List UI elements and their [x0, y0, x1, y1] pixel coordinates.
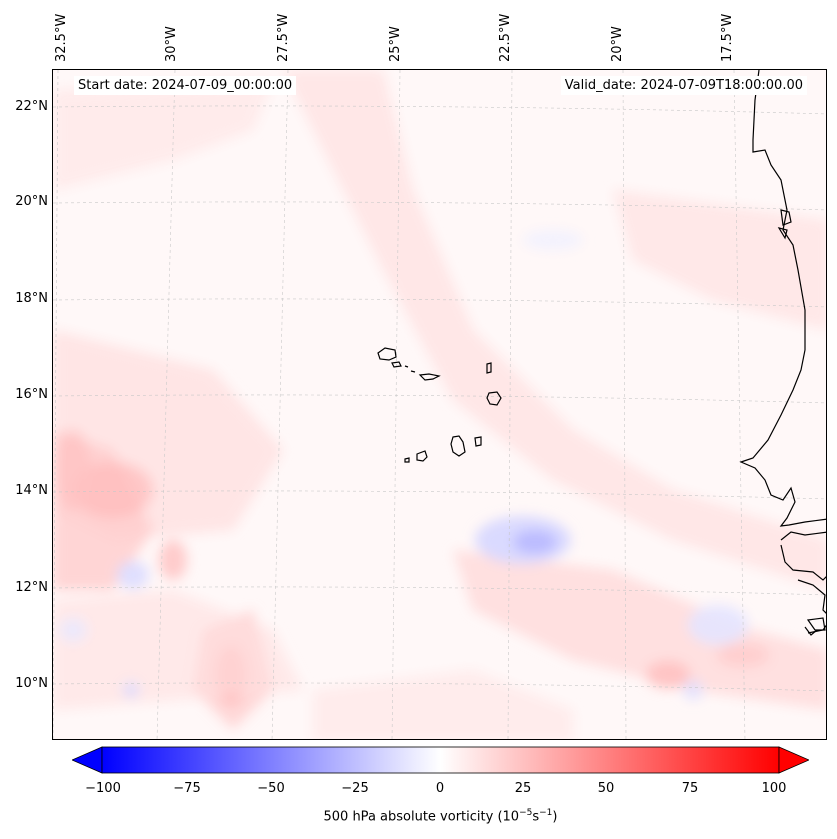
cbar-tick-neg75: −75 — [173, 781, 201, 796]
colorbar-gradient — [101, 746, 780, 774]
cbar-tick-0: 0 — [435, 781, 445, 796]
lon-label-22.5w: 22.5°W — [498, 13, 513, 62]
lat-label-10n: 10°N — [15, 676, 48, 691]
lon-label-30w: 30°W — [164, 26, 179, 62]
colorbar-min-extend — [72, 746, 103, 774]
colorbar-title-unit: s — [532, 809, 540, 825]
vorticity-field — [53, 70, 826, 739]
colorbar-title: 500 hPa absolute vorticity (10−5s−1) — [0, 808, 837, 824]
lat-label-18n: 18°N — [15, 291, 48, 306]
map-panel — [52, 69, 827, 740]
cbar-tick-75: 75 — [681, 781, 699, 796]
valid-date-label: Valid_date: 2024-07-09T18:00:00.00 — [560, 76, 807, 95]
island-sao-vicente — [391, 361, 402, 368]
lat-label-20n: 20°N — [15, 194, 48, 209]
colorbar — [72, 746, 809, 774]
gridlines — [53, 70, 826, 739]
island-sao-nicolau — [418, 373, 441, 381]
colorbar-title-end: ) — [552, 809, 558, 825]
cbar-tick-neg100: −100 — [85, 781, 121, 796]
cape-verde-islands — [377, 347, 502, 463]
lon-label-25w: 25°W — [388, 26, 403, 62]
island-brava — [404, 457, 410, 463]
start-date-label: Start date: 2024-07-09_00:00:00 — [74, 76, 297, 95]
cbar-tick-neg50: −50 — [257, 781, 285, 796]
cbar-tick-100: 100 — [761, 781, 787, 796]
lat-label-12n: 12°N — [15, 580, 48, 595]
colorbar-max-extend — [778, 746, 809, 774]
colorbar-title-exp2: −1 — [539, 808, 553, 818]
island-small — [410, 370, 416, 373]
lat-label-16n: 16°N — [15, 387, 48, 402]
vorticity-map — [53, 70, 826, 739]
coastline — [739, 70, 826, 636]
lon-label-27.5w: 27.5°W — [276, 13, 291, 62]
lon-label-17.5w: 17.5°W — [720, 13, 735, 62]
cbar-tick-neg25: −25 — [341, 781, 369, 796]
lat-label-22n: 22°N — [15, 99, 48, 114]
lat-label-14n: 14°N — [15, 483, 48, 498]
island-boa-vista — [486, 391, 502, 406]
island-santiago — [450, 435, 466, 457]
cbar-tick-25: 25 — [514, 781, 532, 796]
island-santa-luzia — [404, 365, 409, 368]
lon-label-20w: 20°W — [610, 26, 625, 62]
colorbar-title-exp1: −5 — [519, 808, 533, 818]
cbar-tick-50: 50 — [597, 781, 615, 796]
lon-label-32.5w: 32.5°W — [54, 13, 69, 62]
island-maio — [474, 436, 482, 447]
island-sal — [486, 362, 492, 374]
island-santo-antao — [377, 347, 397, 361]
colorbar-title-text: 500 hPa absolute vorticity (10 — [323, 809, 520, 825]
island-fogo — [416, 450, 428, 462]
